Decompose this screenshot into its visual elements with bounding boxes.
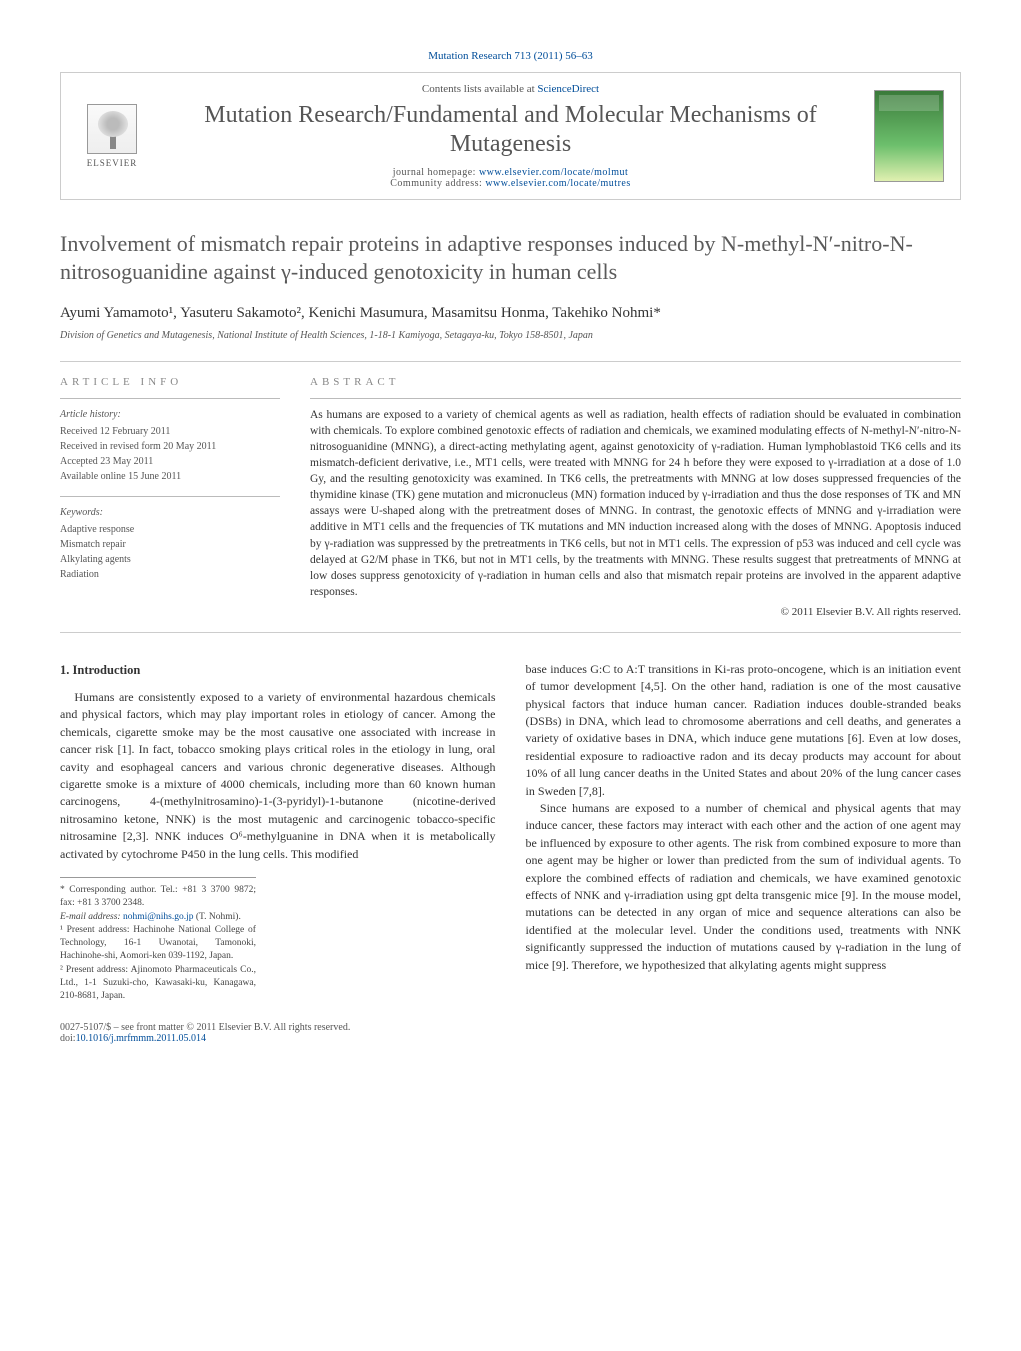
- footnote-2: ² Present address: Ajinomoto Pharmaceuti…: [60, 964, 256, 1004]
- elsevier-logo: ELSEVIER: [77, 96, 147, 176]
- contents-prefix: Contents lists available at: [422, 83, 537, 95]
- divider: [310, 398, 961, 399]
- section-1-heading: 1. Introduction: [60, 661, 496, 679]
- sciencedirect-link[interactable]: ScienceDirect: [537, 83, 599, 95]
- affiliation: Division of Genetics and Mutagenesis, Na…: [60, 330, 961, 341]
- contents-available-line: Contents lists available at ScienceDirec…: [167, 83, 854, 95]
- doi-link[interactable]: 10.1016/j.mrfmmm.2011.05.014: [76, 1033, 206, 1044]
- journal-title: Mutation Research/Fundamental and Molecu…: [167, 101, 854, 159]
- journal-header-box: ELSEVIER Contents lists available at Sci…: [60, 72, 961, 200]
- abstract-heading: ABSTRACT: [310, 376, 961, 388]
- corresponding-author: * Corresponding author. Tel.: +81 3 3700…: [60, 884, 256, 911]
- homepage-link[interactable]: www.elsevier.com/locate/molmut: [479, 167, 628, 178]
- homepage-label: journal homepage:: [393, 167, 479, 178]
- email-suffix: (T. Nohmi).: [194, 912, 241, 922]
- online-date: Available online 15 June 2011: [60, 469, 280, 484]
- article-info-column: ARTICLE INFO Article history: Received 1…: [60, 376, 280, 618]
- community-label: Community address:: [390, 178, 485, 189]
- keyword: Alkylating agents: [60, 552, 280, 567]
- received-date: Received 12 February 2011: [60, 424, 280, 439]
- elsevier-tree-icon: [87, 104, 137, 154]
- body-paragraph: Humans are consistently exposed to a var…: [60, 689, 496, 863]
- doi-label: doi:: [60, 1033, 76, 1044]
- footnote-1: ¹ Present address: Hachinohe National Co…: [60, 924, 256, 964]
- keywords-label: Keywords:: [60, 505, 280, 520]
- keyword: Mismatch repair: [60, 537, 280, 552]
- body-paragraph: base induces G:C to A:T transitions in K…: [526, 661, 962, 800]
- body-paragraph: Since humans are exposed to a number of …: [526, 800, 962, 974]
- author-list: Ayumi Yamamoto¹, Yasuteru Sakamoto², Ken…: [60, 305, 961, 322]
- keyword: Radiation: [60, 567, 280, 582]
- email-label: E-mail address:: [60, 912, 123, 922]
- page-footer: 0027-5107/$ – see front matter © 2011 El…: [60, 1022, 961, 1044]
- journal-cover-thumbnail: [874, 90, 944, 182]
- accepted-date: Accepted 23 May 2011: [60, 454, 280, 469]
- email-link[interactable]: nohmi@nihs.go.jp: [123, 912, 194, 922]
- divider: [60, 496, 280, 497]
- abstract-copyright: © 2011 Elsevier B.V. All rights reserved…: [310, 606, 961, 618]
- article-body: 1. Introduction Humans are consistently …: [60, 661, 961, 1004]
- history-label: Article history:: [60, 407, 280, 422]
- article-title: Involvement of mismatch repair proteins …: [60, 230, 961, 287]
- revised-date: Received in revised form 20 May 2011: [60, 439, 280, 454]
- community-link[interactable]: www.elsevier.com/locate/mutres: [485, 178, 630, 189]
- article-info-heading: ARTICLE INFO: [60, 376, 280, 388]
- divider: [60, 398, 280, 399]
- running-head: Mutation Research 713 (2011) 56–63: [60, 50, 961, 62]
- elsevier-label: ELSEVIER: [87, 158, 138, 168]
- front-matter-line: 0027-5107/$ – see front matter © 2011 El…: [60, 1022, 961, 1033]
- keyword: Adaptive response: [60, 522, 280, 537]
- abstract-text: As humans are exposed to a variety of ch…: [310, 407, 961, 600]
- abstract-column: ABSTRACT As humans are exposed to a vari…: [310, 376, 961, 618]
- footnotes-block: * Corresponding author. Tel.: +81 3 3700…: [60, 877, 256, 1004]
